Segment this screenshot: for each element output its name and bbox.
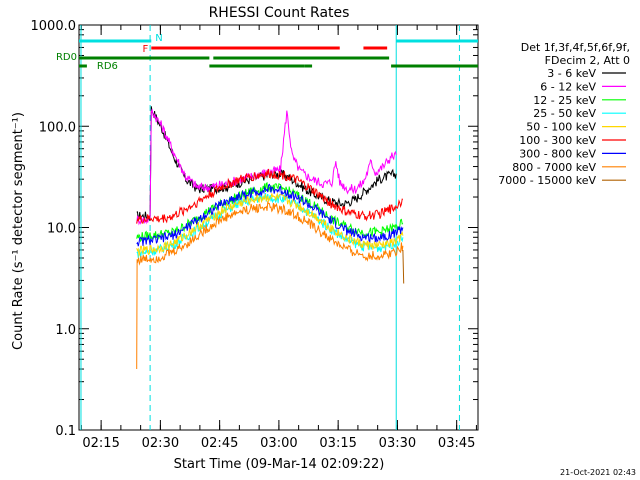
y-tick-label: 10.0 [47,222,76,237]
y-tick-label: 100.0 [39,120,76,135]
series-line-8 [402,249,405,284]
series-line-7 [136,200,404,370]
series-line-5 [136,168,404,224]
legend-label: 100 - 300 keV [519,134,596,147]
y-tick-label: 1.0 [55,323,76,338]
legend-header: FDecim 2, Att 0 [545,54,630,67]
state-bar-label: RD0 [56,52,77,63]
legend-label: 800 - 7000 keV [512,161,596,174]
chart-title: RHESSI Count Rates [209,5,350,21]
series-line-6 [136,183,404,247]
legend-header: Det 1f,3f,4f,5f,6f,9f, [521,41,630,54]
y-tick-label: 1000.0 [31,19,77,34]
legend-label: 50 - 100 keV [526,121,596,134]
legend-label: 3 - 6 keV [547,67,596,80]
legend-label: 6 - 12 keV [540,80,596,93]
x-tick-label: 03:15 [319,436,356,451]
y-tick-label: 0.1 [55,424,76,439]
x-tick-label: 03:45 [438,436,475,451]
legend-label: 25 - 50 keV [533,107,596,120]
series-line-4 [136,192,404,258]
legend-label: 300 - 800 keV [519,147,596,160]
x-tick-label: 03:00 [260,436,297,451]
state-bar-label: N [155,33,162,44]
x-axis-label: Start Time (09-Mar-14 02:09:22) [174,457,385,472]
legend: Det 1f,3f,4f,5f,6f,9f,FDecim 2, Att 03 -… [498,41,630,187]
legend-label: 7000 - 15000 keV [498,174,596,187]
state-bar-label: F [143,44,149,55]
plot-area: 0.1 1.0 10.0 100.0 1000.0 02:15 02:30 02:45 03:0… [31,19,479,451]
state-bar-label: RD6 [97,61,118,72]
y-axis-label: Count Rate (s⁻¹ detector segment⁻¹) [11,112,26,350]
timestamp: 21-Oct-2021 02:43 [560,468,636,477]
x-tick-label: 02:15 [82,436,119,451]
x-tick-label: 02:45 [201,436,238,451]
x-tick-label: 03:30 [379,436,416,451]
x-tick-label: 02:30 [142,436,179,451]
legend-label: 12 - 25 keV [533,94,596,107]
series-line-2 [136,181,404,243]
